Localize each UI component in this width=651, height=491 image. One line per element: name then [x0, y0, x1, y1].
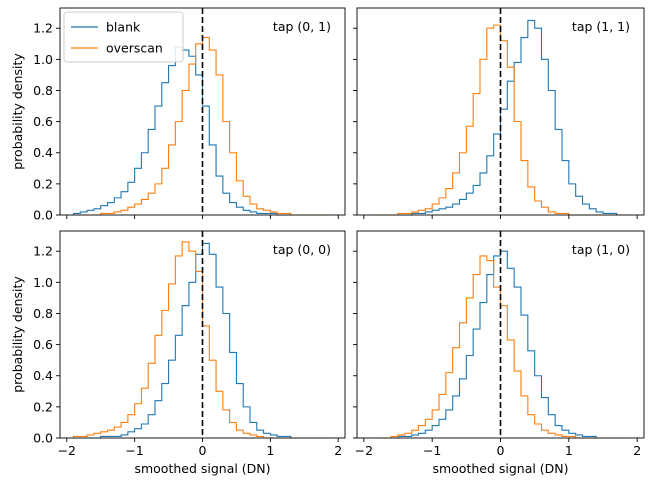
x-tick-label: 2 — [334, 443, 342, 458]
y-tick-label: 0.4 — [33, 145, 53, 160]
legend-label-overscan: overscan — [106, 41, 163, 56]
panel-1: 0.0 0.2 0.4 0.6 0.8 1.0 1.2 tap (0, 1) probabili… — [10, 7, 346, 223]
y-tick-label: 1.2 — [33, 244, 53, 259]
y-tick-label: 0.6 — [33, 114, 53, 129]
x-tick-label: −2 — [58, 443, 76, 458]
panel-title: tap (0, 1) — [273, 19, 331, 34]
x-tick-label: −2 — [355, 443, 373, 458]
panel-title: tap (0, 0) — [273, 242, 331, 257]
x-tick-label: 0 — [497, 443, 505, 458]
x-tick-label: 1 — [565, 443, 573, 458]
y-tick-label: 0.8 — [33, 306, 53, 321]
y-tick-label: 0.2 — [33, 176, 53, 191]
y-tick-label: 0.2 — [33, 399, 53, 414]
y-tick-label: 0.0 — [33, 431, 53, 446]
x-tick-label: 0 — [199, 443, 207, 458]
panel-4: −2 −1 0 1 2 tap (1, 0) smoothed signal (DN) — [353, 230, 645, 476]
x-axis-label: smoothed signal (DN) — [432, 461, 568, 476]
panel-title: tap (1, 0) — [572, 242, 630, 257]
histogram-series-overscan — [370, 24, 631, 216]
histogram-series-blank — [370, 19, 631, 216]
legend-box — [63, 11, 184, 63]
legend-label-blank: blank — [106, 20, 141, 35]
y-tick-label: 0.4 — [33, 368, 53, 383]
x-tick-label: −1 — [423, 443, 441, 458]
y-axis-label: probability density — [10, 53, 25, 170]
x-tick-label: 1 — [266, 443, 274, 458]
histogram-series-blank — [370, 250, 631, 439]
histogram-series-overscan — [370, 255, 631, 439]
x-tick-label: −1 — [125, 443, 143, 458]
y-tick-label: 1.0 — [33, 52, 53, 67]
panel-title: tap (1, 1) — [572, 19, 630, 34]
panel-2: tap (1, 1) — [353, 7, 645, 219]
panel-3: −2 −1 0 1 2 0.0 0.2 0.4 0.6 0.8 1.0 1.2 tap (0, 0) sm… — [10, 230, 346, 476]
histogram-series-overscan — [73, 37, 332, 216]
legend: blank overscan — [63, 11, 184, 63]
y-tick-label: 0.0 — [33, 208, 53, 223]
y-tick-label: 0.6 — [33, 337, 53, 352]
y-axis-label: probability density — [10, 276, 25, 393]
y-tick-label: 1.0 — [33, 275, 53, 290]
histogram-series-blank — [73, 46, 332, 216]
histogram-series-overscan — [73, 241, 332, 439]
x-tick-label: 2 — [633, 443, 641, 458]
y-tick-label: 1.2 — [33, 21, 53, 36]
y-tick-label: 0.8 — [33, 83, 53, 98]
x-axis-label: smoothed signal (DN) — [134, 461, 270, 476]
